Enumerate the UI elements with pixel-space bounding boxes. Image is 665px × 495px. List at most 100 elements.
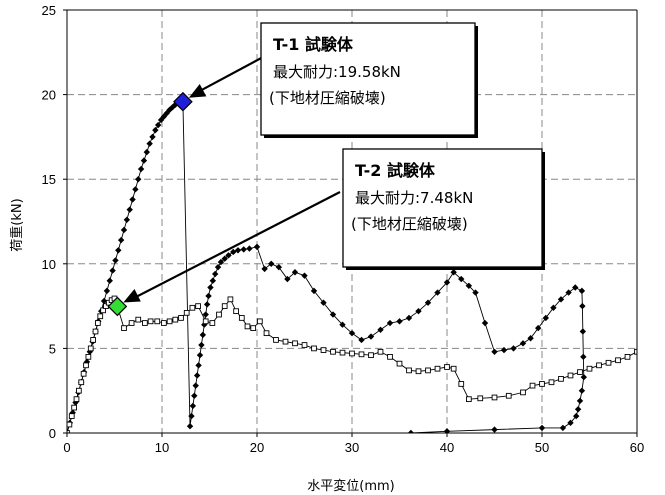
data-point: [578, 387, 586, 394]
data-point: [186, 423, 194, 430]
data-point: [234, 247, 242, 254]
data-point: [92, 328, 99, 335]
data-point: [320, 347, 327, 353]
data-point: [339, 349, 346, 356]
data-point: [103, 287, 111, 295]
data-point: [192, 382, 199, 389]
data-point: [117, 236, 125, 244]
annotation-arrowhead: [188, 83, 207, 98]
peak-marker-T-1: [173, 91, 193, 112]
data-point: [559, 424, 567, 432]
data-point: [538, 424, 546, 432]
data-point: [244, 323, 251, 330]
data-point: [230, 248, 237, 256]
data-point: [178, 315, 184, 321]
data-point: [217, 258, 225, 266]
data-point: [195, 303, 201, 309]
data-point: [221, 303, 228, 309]
data-point: [227, 296, 234, 303]
data-point: [615, 357, 621, 364]
data-point: [189, 402, 197, 410]
data-point: [415, 307, 422, 315]
data-point: [565, 289, 572, 296]
data-point: [112, 257, 119, 264]
data-point: [368, 352, 374, 359]
data-point: [458, 275, 465, 283]
data-point: [97, 313, 104, 320]
data-point: [147, 318, 154, 325]
y-tick-label: 5: [49, 341, 56, 356]
data-point: [425, 367, 431, 374]
data-point: [155, 121, 162, 129]
data-point: [450, 269, 457, 276]
data-point: [310, 287, 318, 295]
data-point: [443, 428, 451, 433]
data-point: [539, 381, 545, 387]
data-point: [233, 308, 239, 315]
data-point: [240, 246, 247, 253]
data-point: [580, 373, 587, 381]
data-point: [434, 289, 441, 296]
x-axis-title: 水平変位(mm): [307, 478, 394, 494]
data-point: [67, 430, 70, 433]
data-point: [577, 369, 583, 375]
data-point: [238, 315, 245, 321]
data-point: [458, 381, 465, 387]
y-tick-label: 0: [49, 426, 56, 441]
data-point: [257, 318, 263, 325]
annotation-title: T-1 試験体: [273, 35, 354, 54]
data-point: [183, 310, 190, 316]
data-point: [567, 419, 574, 427]
data-point: [491, 348, 498, 355]
data-point: [450, 365, 457, 372]
data-point: [500, 346, 508, 354]
x-tick-label: 40: [440, 440, 454, 455]
data-point: [123, 216, 131, 224]
data-point: [558, 376, 564, 382]
data-point: [78, 379, 85, 386]
data-point: [415, 368, 422, 375]
x-tick-label: 50: [535, 440, 549, 455]
data-point: [573, 412, 580, 420]
data-point: [87, 345, 94, 352]
data-point: [529, 382, 536, 389]
data-point: [405, 314, 413, 322]
data-point: [191, 392, 198, 399]
data-point: [202, 318, 209, 325]
data-point: [198, 341, 205, 349]
data-point: [126, 206, 133, 213]
data-point: [109, 267, 116, 274]
x-tick-label: 60: [630, 440, 644, 455]
data-point: [624, 354, 631, 360]
data-point: [386, 319, 394, 327]
data-point: [396, 360, 403, 367]
data-point: [557, 296, 565, 303]
data-point: [311, 345, 317, 352]
data-point: [572, 284, 579, 291]
data-point: [90, 337, 96, 343]
data-point: [605, 359, 612, 366]
data-point: [135, 316, 142, 323]
data-point: [465, 282, 473, 289]
data-point: [172, 316, 179, 323]
annotation-max-load: 最大耐力:7.48kN: [355, 189, 473, 207]
data-point: [67, 421, 73, 428]
data-point: [284, 275, 291, 283]
data-point: [225, 252, 232, 259]
x-tick-label: 30: [345, 440, 359, 455]
data-point: [639, 343, 644, 348]
data-point: [135, 176, 142, 183]
data-point: [199, 331, 207, 339]
y-tick-label: 15: [42, 172, 56, 187]
data-point: [203, 301, 211, 308]
data-point: [268, 260, 275, 267]
annotation-box: [342, 148, 543, 268]
data-point: [580, 353, 587, 361]
peak-markers-group: [107, 91, 193, 317]
data-point: [154, 318, 161, 325]
data-point: [542, 314, 549, 322]
data-point: [188, 412, 195, 420]
data-point: [143, 148, 150, 156]
data-point: [444, 364, 450, 370]
